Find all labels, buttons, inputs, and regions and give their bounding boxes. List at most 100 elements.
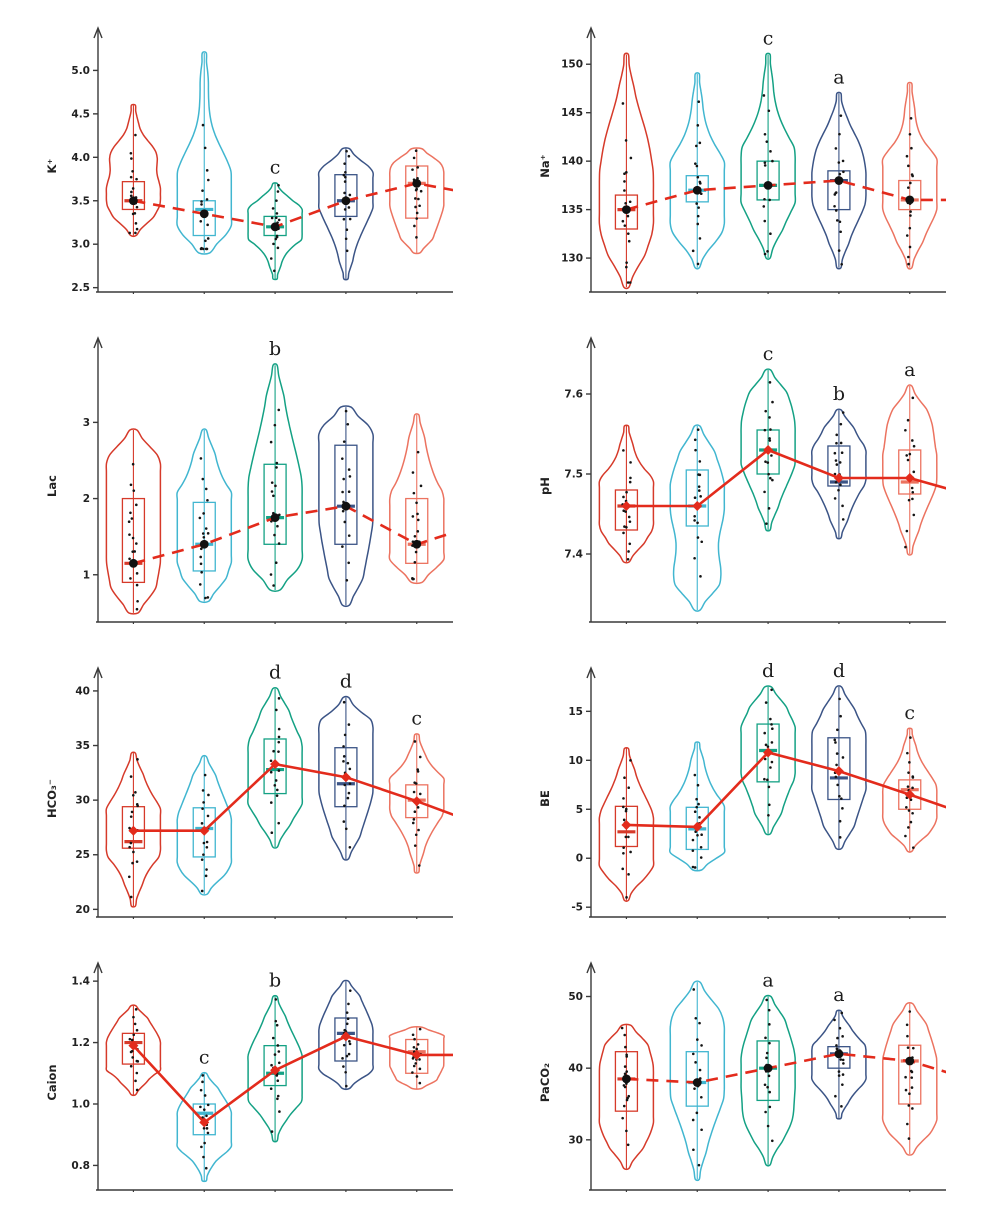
data-point	[415, 501, 418, 505]
data-point	[697, 206, 700, 209]
data-point	[763, 428, 767, 432]
data-point	[414, 197, 417, 200]
data-point	[275, 212, 279, 215]
data-point	[629, 461, 632, 464]
data-point	[201, 189, 204, 192]
data-point	[343, 783, 347, 787]
data-point	[840, 262, 843, 266]
mean-marker	[199, 825, 210, 836]
mean-marker	[129, 558, 138, 568]
violin-outline	[669, 980, 726, 1182]
data-point	[202, 512, 205, 515]
data-point	[135, 1071, 139, 1075]
data-point	[766, 250, 769, 253]
data-point	[771, 159, 774, 163]
data-point	[414, 188, 418, 192]
y-axis-arrow-icon	[93, 336, 103, 349]
data-point	[200, 1145, 203, 1149]
y-tick-label: 1	[83, 569, 90, 581]
significance-letter: d	[340, 670, 352, 692]
box-plot	[121, 180, 146, 211]
data-point	[134, 1079, 137, 1083]
data-point	[622, 846, 625, 849]
data-point	[342, 217, 346, 221]
data-point	[131, 861, 134, 865]
data-point	[623, 1085, 627, 1089]
data-point	[202, 801, 205, 804]
box-plot	[756, 723, 780, 783]
data-point	[834, 191, 838, 194]
data-point	[345, 149, 348, 153]
data-point	[906, 1046, 910, 1049]
y-tick-label: 3.5	[71, 195, 90, 207]
data-point	[912, 513, 916, 517]
data-point	[764, 409, 767, 413]
data-point	[911, 497, 914, 501]
data-point	[628, 542, 632, 546]
data-point	[766, 1124, 770, 1128]
y-tick-label: 0.8	[71, 1160, 90, 1172]
data-point	[765, 998, 768, 1002]
violin-outline	[388, 733, 445, 874]
y-tick-label: 4.5	[71, 108, 90, 120]
lac-chart: 123Lac0 h0.5 h结束时结束后 4 h结束后 6-8 h结束后 12-…	[45, 336, 453, 624]
data-point	[696, 783, 700, 787]
data-point	[200, 822, 204, 825]
data-point	[908, 132, 912, 136]
violin-outline	[247, 687, 304, 849]
data-point	[625, 525, 628, 529]
box-plot	[121, 497, 146, 584]
data-point	[623, 1072, 627, 1076]
data-point	[911, 786, 914, 790]
data-point	[344, 237, 348, 241]
mean-marker	[270, 759, 281, 770]
y-tick-label: 1.4	[71, 976, 90, 988]
data-point	[341, 545, 344, 548]
data-point	[766, 1085, 769, 1089]
data-point	[695, 805, 698, 809]
y-axis-label: PaCO₂	[538, 1063, 552, 1102]
box-plot	[827, 1046, 851, 1069]
data-point	[911, 846, 915, 849]
box-plot	[121, 1032, 146, 1065]
data-point	[202, 841, 206, 845]
data-point	[908, 245, 912, 249]
data-point	[347, 490, 351, 493]
data-point	[270, 1130, 274, 1133]
data-point	[198, 516, 202, 520]
y-tick-label: 40	[568, 1063, 583, 1075]
data-point	[904, 1088, 908, 1092]
data-point	[629, 476, 632, 480]
data-point	[834, 459, 838, 462]
y-tick-label: 2.5	[71, 282, 90, 294]
mean-marker	[833, 473, 844, 483]
mean-marker	[340, 772, 351, 783]
box-plot	[192, 1103, 216, 1136]
data-point	[768, 803, 771, 807]
data-point	[413, 740, 417, 743]
data-point	[415, 236, 418, 239]
mean-marker	[692, 821, 703, 832]
data-point	[627, 786, 631, 790]
data-point	[910, 173, 914, 176]
data-point	[277, 1061, 281, 1065]
data-point	[696, 536, 700, 539]
data-point	[129, 151, 133, 155]
data-point	[911, 811, 914, 815]
data-point	[128, 1037, 132, 1041]
data-point	[695, 1111, 699, 1115]
violin-outline	[668, 741, 726, 872]
data-point	[416, 450, 420, 454]
data-point	[841, 411, 845, 414]
data-point	[765, 1056, 768, 1060]
violin-outline	[810, 685, 867, 851]
data-point	[413, 560, 417, 564]
y-axis-label: Lac	[45, 475, 59, 497]
y-axis-label: pH	[538, 477, 552, 495]
data-point	[130, 810, 134, 814]
data-point	[908, 452, 912, 456]
data-point	[132, 1033, 136, 1037]
data-point	[418, 1027, 422, 1031]
y-tick-label: 7.5	[564, 469, 583, 481]
data-point	[130, 1049, 134, 1053]
